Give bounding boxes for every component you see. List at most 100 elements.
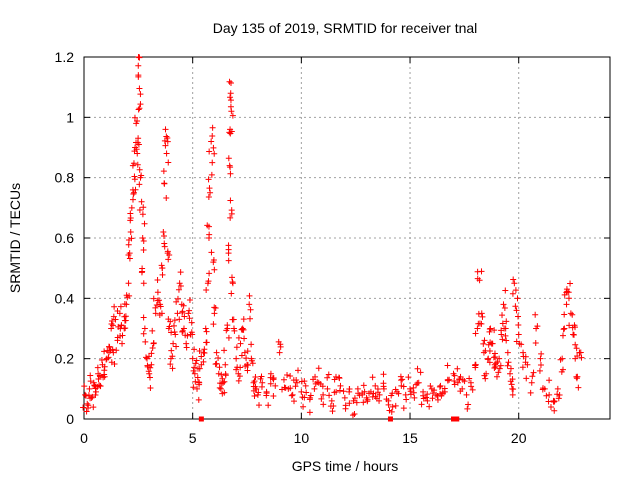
data-point [414,380,421,387]
data-point [257,375,264,382]
data-point [174,310,181,317]
x-axis-label: GPS time / hours [292,458,399,474]
data-point [135,73,142,80]
data-point [141,325,148,332]
data-point [118,322,125,329]
data-point [160,232,167,239]
data-point [122,313,129,320]
data-point [474,275,481,282]
data-point [496,365,503,372]
data-point [163,194,170,201]
data-point [135,106,142,113]
data-point [134,139,141,146]
data-point [179,328,186,335]
data-point [563,286,570,293]
x-tick-label: 0 [80,430,88,446]
data-point [136,54,143,61]
data-point [137,101,144,108]
data-point [136,166,143,173]
data-point [258,383,265,390]
data-point [227,103,234,110]
data-point [87,378,94,385]
data-point [140,280,147,287]
data-point [173,343,180,350]
data-point [400,405,407,412]
data-point [171,317,178,324]
data-point [461,378,468,385]
data-point [229,112,236,119]
data-point [507,370,514,377]
data-point [329,408,336,415]
data-point [179,308,186,315]
data-point [397,373,404,380]
x-tick-label: 15 [402,430,418,446]
data-point [466,375,473,382]
data-point [550,398,557,405]
data-point [407,388,414,395]
data-point [192,360,199,367]
data-point [194,374,201,381]
data-point [87,395,94,402]
data-point [575,384,582,391]
data-point [292,383,299,390]
data-point [127,228,134,235]
data-point [169,365,176,372]
data-point [228,290,235,297]
data-point [119,340,126,347]
data-point [177,269,184,276]
data-point [222,372,229,379]
data-point [532,311,539,318]
data-point [418,401,425,408]
data-point [205,176,212,183]
data-point [486,359,493,366]
data-point [136,85,143,92]
data-point [152,310,159,317]
data-point [340,388,347,395]
data-point [101,371,108,378]
data-point [181,313,188,320]
data-point [429,395,436,402]
data-point [108,321,115,328]
data-point [543,392,550,399]
data-point [221,389,228,396]
data-point [165,159,172,166]
data-point [288,392,295,399]
data-point [476,320,483,327]
y-axis-label: SRMTID / TECUs [7,183,23,293]
data-point [481,337,488,344]
data-point [280,376,287,383]
data-point [86,385,93,392]
data-point [295,367,302,374]
data-point [561,325,568,332]
data-point [301,394,308,401]
data-point [96,382,103,389]
data-point [184,332,191,339]
data-point [162,142,169,149]
data-point [248,357,255,364]
data-point [136,105,143,112]
data-point [300,403,307,410]
data-point [515,321,522,328]
data-point [514,295,521,302]
data-point [210,321,217,328]
data-point [372,382,379,389]
data-point [509,376,516,383]
data-point [555,395,562,402]
data-point [209,124,216,131]
data-point [503,318,510,325]
data-point [319,383,326,390]
data-point [320,401,327,408]
data-point [117,303,124,310]
data-point [208,138,215,145]
data-point [331,389,338,396]
data-point [310,376,317,383]
data-point [164,248,171,255]
data-point [529,373,536,380]
data-point [211,310,218,317]
data-point [225,334,232,341]
data-point [215,370,222,377]
axis-ticks: 0 0.2 0.4 0.6 0.8 1 1.2 0 5 10 15 20 [55,49,610,446]
data-point [546,391,553,398]
data-point [392,386,399,393]
data-point [150,295,157,302]
